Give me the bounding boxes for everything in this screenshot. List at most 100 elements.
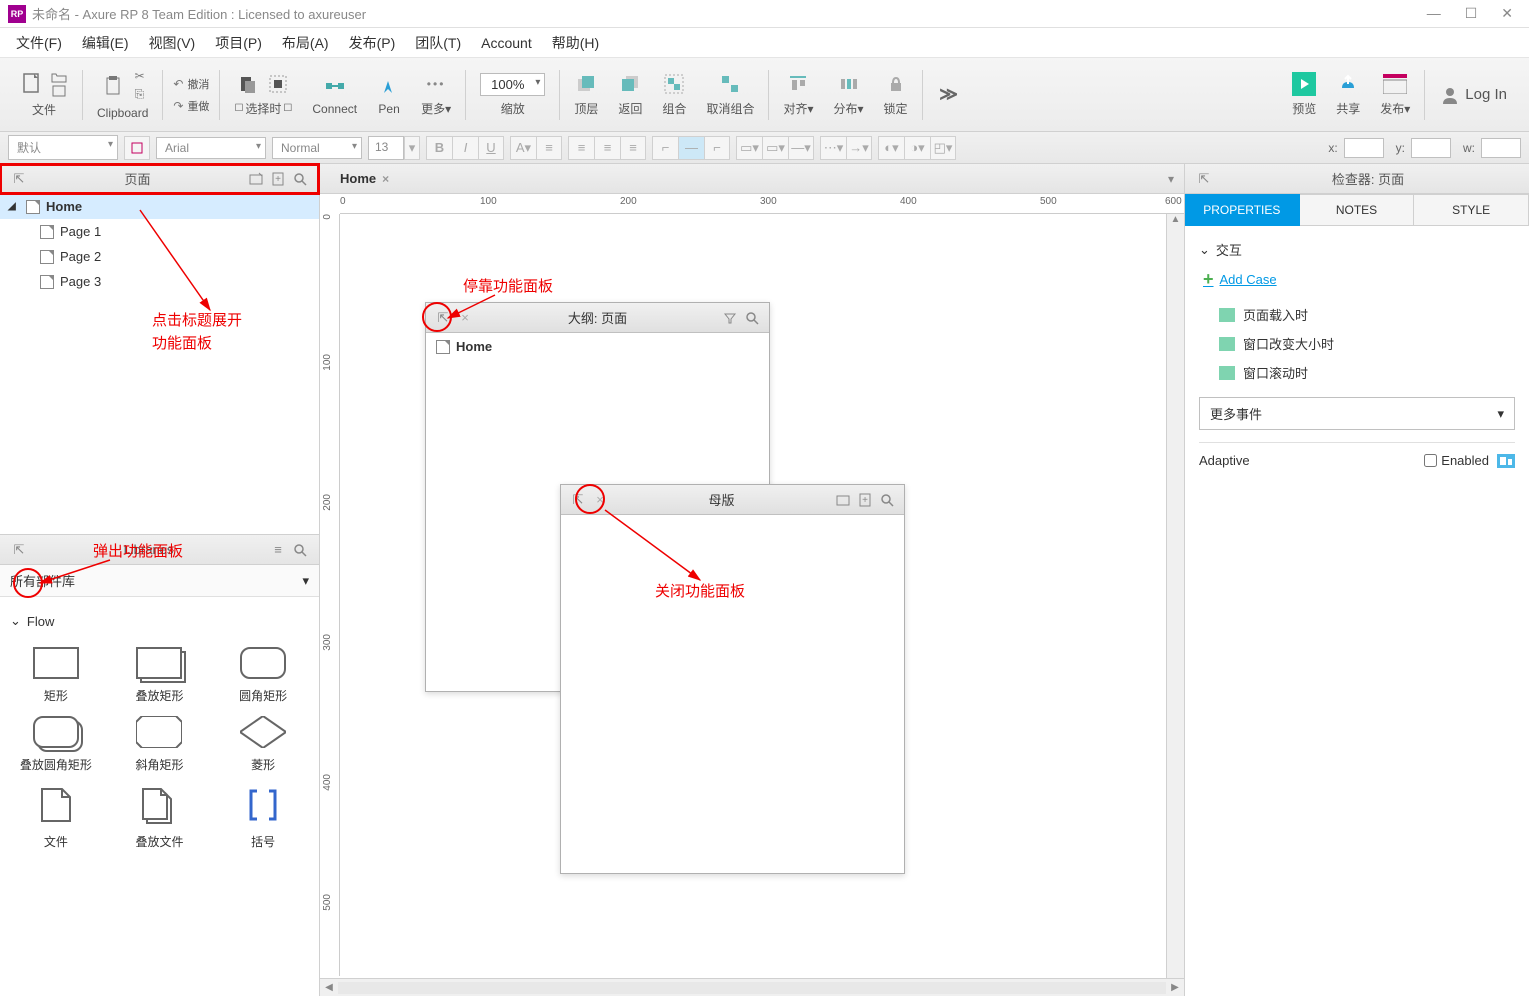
- widget-rounded-rect[interactable]: 圆角矩形: [217, 647, 309, 704]
- tool-lock[interactable]: 锁定: [874, 58, 918, 131]
- tab-style[interactable]: STYLE: [1414, 194, 1529, 226]
- bring-front-icon[interactable]: [574, 72, 598, 96]
- pen-icon[interactable]: [377, 74, 401, 98]
- widget-stacked-rounded[interactable]: 叠放圆角矩形: [10, 716, 102, 773]
- w-input[interactable]: [1481, 138, 1521, 158]
- preview-icon[interactable]: [1292, 72, 1316, 96]
- bold-button[interactable]: B: [426, 136, 452, 160]
- tool-publish[interactable]: 发布▾: [1370, 58, 1420, 131]
- widget-stacked-rect[interactable]: 叠放矩形: [114, 647, 206, 704]
- menu-team[interactable]: 团队(T): [407, 29, 469, 57]
- paste-icon[interactable]: [101, 74, 125, 98]
- tool-top[interactable]: 顶层: [564, 58, 608, 131]
- menu-arrange[interactable]: 布局(A): [274, 29, 337, 57]
- arrow-button[interactable]: →▾: [846, 136, 872, 160]
- share-icon[interactable]: [1336, 72, 1360, 96]
- open-file-icon[interactable]: [50, 71, 68, 83]
- tool-group-select[interactable]: ☐选择时☐: [224, 58, 302, 131]
- tool-share[interactable]: 共享: [1326, 58, 1370, 131]
- widget-stacked-file[interactable]: 叠放文件: [114, 785, 206, 850]
- corner-button[interactable]: ◰▾: [930, 136, 956, 160]
- lock-icon[interactable]: [884, 72, 908, 96]
- widget-rectangle[interactable]: 矩形: [10, 647, 102, 704]
- y-input[interactable]: [1411, 138, 1451, 158]
- zoom-select[interactable]: 100%: [480, 73, 545, 96]
- group-icon[interactable]: [662, 72, 686, 96]
- align-right-button[interactable]: ≡: [620, 136, 646, 160]
- enabled-checkbox[interactable]: [1424, 454, 1437, 467]
- menu-project[interactable]: 项目(P): [207, 29, 270, 57]
- x-input[interactable]: [1344, 138, 1384, 158]
- add-page-icon[interactable]: +: [269, 170, 287, 188]
- popout-icon[interactable]: ⇱: [10, 541, 28, 559]
- overflow-icon[interactable]: ≫: [937, 83, 961, 107]
- select-contained-icon[interactable]: [266, 72, 290, 96]
- align-icon[interactable]: [786, 72, 810, 96]
- fontsize-stepper[interactable]: ▾: [404, 136, 420, 160]
- scrollbar-vertical[interactable]: ▲: [1166, 214, 1184, 978]
- lineweight-button[interactable]: —▾: [788, 136, 814, 160]
- connect-icon[interactable]: [323, 74, 347, 98]
- distribute-icon[interactable]: [837, 72, 861, 96]
- add-master-icon[interactable]: +: [856, 491, 874, 509]
- align-left-button[interactable]: ≡: [568, 136, 594, 160]
- tool-back[interactable]: 返回: [608, 58, 652, 131]
- new-file-icon[interactable]: [20, 72, 44, 96]
- close-button[interactable]: ✕: [1501, 5, 1513, 22]
- select-icon[interactable]: [236, 72, 260, 96]
- menu-publish[interactable]: 发布(P): [341, 29, 404, 57]
- menu-account[interactable]: Account: [473, 31, 540, 55]
- send-back-icon[interactable]: [618, 72, 642, 96]
- add-case-link[interactable]: + Add Case: [1199, 263, 1515, 300]
- event-page-load[interactable]: 页面载入时: [1199, 300, 1515, 329]
- tree-toggle-icon[interactable]: ◢: [8, 201, 20, 212]
- redo-icon[interactable]: ↷: [173, 99, 183, 113]
- tab-close-icon[interactable]: ×: [382, 172, 389, 186]
- event-window-resize[interactable]: 窗口改变大小时: [1199, 329, 1515, 358]
- publish-icon[interactable]: [1383, 72, 1407, 96]
- weight-select[interactable]: Normal: [272, 137, 362, 159]
- tab-notes[interactable]: NOTES: [1300, 194, 1415, 226]
- scroll-right-icon[interactable]: ▶: [1166, 979, 1184, 997]
- event-window-scroll[interactable]: 窗口滚动时: [1199, 358, 1515, 387]
- menu-icon[interactable]: ≡: [269, 541, 287, 559]
- bullets-button[interactable]: ≡: [536, 136, 562, 160]
- widget-bevel-rect[interactable]: 斜角矩形: [114, 716, 206, 773]
- tool-more[interactable]: ••• 更多▾: [411, 58, 461, 131]
- menu-view[interactable]: 视图(V): [141, 29, 204, 57]
- scrollbar-horizontal[interactable]: ◀ ▶: [320, 978, 1184, 996]
- tool-overflow[interactable]: ≫: [927, 58, 971, 131]
- search-icon[interactable]: [291, 541, 309, 559]
- linestyle-button[interactable]: ⋯▾: [820, 136, 846, 160]
- valign-top-button[interactable]: ⌐: [652, 136, 678, 160]
- ungroup-icon[interactable]: [718, 72, 742, 96]
- tool-pen[interactable]: Pen: [367, 58, 411, 131]
- tool-align[interactable]: 对齐▾: [773, 58, 823, 131]
- pages-panel-header[interactable]: ⇱ 页面 +: [0, 164, 319, 194]
- textcolor-button[interactable]: A▾: [510, 136, 536, 160]
- maximize-button[interactable]: ☐: [1465, 5, 1478, 22]
- more-events-select[interactable]: 更多事件 ▾: [1199, 397, 1515, 430]
- border-button[interactable]: ▭▾: [762, 136, 788, 160]
- search-icon[interactable]: [743, 309, 761, 327]
- tool-group[interactable]: 组合: [652, 58, 696, 131]
- tab-home[interactable]: Home ×: [330, 167, 399, 190]
- widget-bracket[interactable]: 括号: [217, 785, 309, 850]
- more-icon[interactable]: •••: [424, 72, 448, 96]
- tab-properties[interactable]: PROPERTIES: [1185, 194, 1300, 226]
- font-select[interactable]: Arial: [156, 137, 266, 159]
- fill-button[interactable]: ▭▾: [736, 136, 762, 160]
- search-icon[interactable]: [878, 491, 896, 509]
- lib-section-flow[interactable]: ⌄ Flow: [10, 607, 309, 635]
- adaptive-settings-icon[interactable]: [1497, 454, 1515, 468]
- save-file-icon[interactable]: [50, 85, 68, 97]
- fontsize-input[interactable]: 13: [368, 136, 404, 160]
- widget-diamond[interactable]: 菱形: [217, 716, 309, 773]
- undo-icon[interactable]: ↶: [173, 77, 183, 91]
- underline-button[interactable]: U: [478, 136, 504, 160]
- tool-connect[interactable]: Connect: [302, 58, 367, 131]
- menu-edit[interactable]: 编辑(E): [74, 29, 137, 57]
- tool-preview[interactable]: 预览: [1282, 58, 1326, 131]
- outershadow-button[interactable]: ◑▾: [904, 136, 930, 160]
- cut-icon[interactable]: ✂: [135, 69, 145, 83]
